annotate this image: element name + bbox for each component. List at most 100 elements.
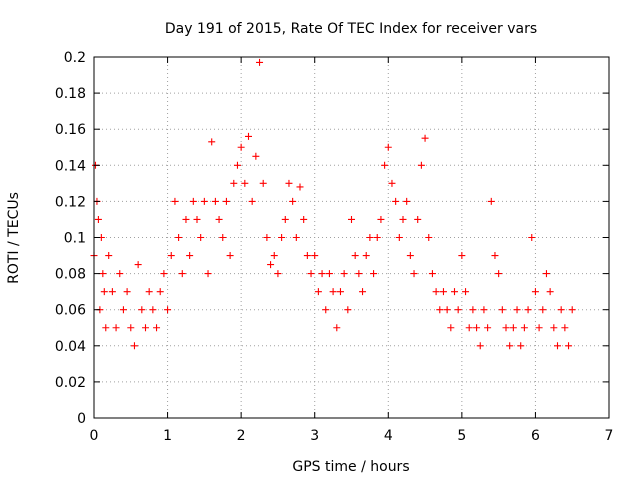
- data-point: [568, 306, 576, 314]
- x-tick-label: 6: [531, 428, 540, 444]
- data-point: [392, 197, 400, 205]
- data-point: [421, 134, 429, 142]
- data-point: [520, 324, 528, 332]
- data-point: [200, 197, 208, 205]
- data-point: [436, 306, 444, 314]
- data-point: [373, 234, 381, 241]
- x-tick-label: 5: [457, 428, 466, 444]
- x-tick-labels: 0 1 2 3 4 5 6 7: [90, 428, 614, 444]
- data-point: [127, 324, 135, 332]
- data-point: [542, 270, 550, 278]
- data-point: [145, 288, 153, 296]
- y-tick-label: 0.06: [55, 303, 86, 319]
- data-point: [94, 215, 102, 223]
- data-point: [454, 306, 462, 314]
- data-point: [193, 215, 201, 223]
- data-point: [263, 234, 271, 241]
- data-point: [99, 270, 107, 278]
- data-point: [226, 252, 234, 260]
- data-point: [245, 132, 252, 140]
- data-point: [171, 197, 179, 205]
- data-point: [462, 288, 470, 296]
- data-point: [237, 143, 245, 151]
- y-tick-label: 0.08: [55, 267, 86, 283]
- data-point: [469, 306, 477, 314]
- y-tick-label: 0.02: [55, 375, 86, 391]
- data-point: [458, 252, 466, 260]
- y-tick-label: 0.16: [55, 122, 86, 138]
- data-point: [167, 252, 175, 260]
- data-point: [546, 288, 554, 296]
- data-point: [230, 179, 238, 187]
- data-point: [535, 324, 543, 332]
- data-point: [550, 324, 558, 332]
- data-point: [384, 143, 392, 151]
- data-point: [506, 342, 514, 350]
- x-tick-label: 2: [237, 428, 246, 444]
- data-point: [388, 179, 396, 187]
- data-point: [285, 179, 293, 187]
- data-point: [403, 197, 411, 205]
- data-point: [528, 234, 536, 241]
- data-point: [359, 288, 367, 296]
- data-point: [329, 288, 337, 296]
- data-point: [153, 324, 161, 332]
- data-point: [175, 234, 183, 241]
- y-tick-label: 0: [77, 411, 86, 427]
- y-tick-labels: 0 0.02 0.04 0.06 0.08 0.1 0.12 0.14 0.16 0.18 0.2: [55, 50, 86, 427]
- data-point: [513, 306, 521, 314]
- data-point: [502, 324, 510, 332]
- y-axis-label: ROTI / TECUs: [6, 192, 22, 284]
- x-tick-label: 0: [90, 428, 99, 444]
- data-point: [292, 234, 300, 241]
- data-point: [182, 215, 190, 223]
- data-point: [495, 270, 503, 278]
- data-point: [366, 234, 374, 241]
- data-point: [554, 342, 561, 350]
- data-point: [142, 324, 149, 332]
- data-point: [100, 288, 108, 296]
- data-point: [425, 234, 433, 241]
- data-point: [344, 306, 352, 314]
- data-point: [432, 288, 440, 296]
- data-point: [112, 324, 120, 332]
- data-point: [491, 252, 499, 260]
- data-point: [498, 306, 506, 314]
- data-point: [539, 306, 547, 314]
- data-point: [233, 161, 241, 169]
- y-tick-label: 0.1: [64, 231, 86, 247]
- x-axis-label: GPS time / hours: [292, 459, 409, 475]
- data-point: [130, 342, 138, 350]
- data-point: [156, 288, 164, 296]
- data-point: [565, 342, 573, 350]
- data-point: [303, 252, 311, 260]
- data-point: [208, 138, 216, 146]
- data-point: [204, 270, 212, 278]
- data-point: [484, 324, 492, 332]
- data-point: [300, 215, 308, 223]
- data-point: [186, 252, 194, 260]
- data-point: [410, 270, 418, 278]
- data-point: [333, 324, 341, 332]
- data-point: [102, 324, 110, 332]
- data-point: [465, 324, 473, 332]
- data-point: [314, 288, 322, 296]
- data-point: [123, 288, 131, 296]
- data-point: [270, 252, 278, 260]
- data-point: [439, 288, 447, 296]
- data-point: [252, 152, 260, 160]
- data-point: [322, 306, 330, 314]
- data-point: [348, 215, 355, 223]
- data-point: [189, 197, 197, 205]
- data-point: [311, 252, 319, 260]
- grid-lines: [94, 57, 609, 418]
- y-tick-label: 0.2: [64, 50, 86, 66]
- data-point: [517, 342, 525, 350]
- data-point: [116, 270, 124, 278]
- data-point: [108, 288, 116, 296]
- data-point: [289, 197, 297, 205]
- data-point: [307, 270, 315, 278]
- data-point: [417, 161, 425, 169]
- data-point: [473, 324, 481, 332]
